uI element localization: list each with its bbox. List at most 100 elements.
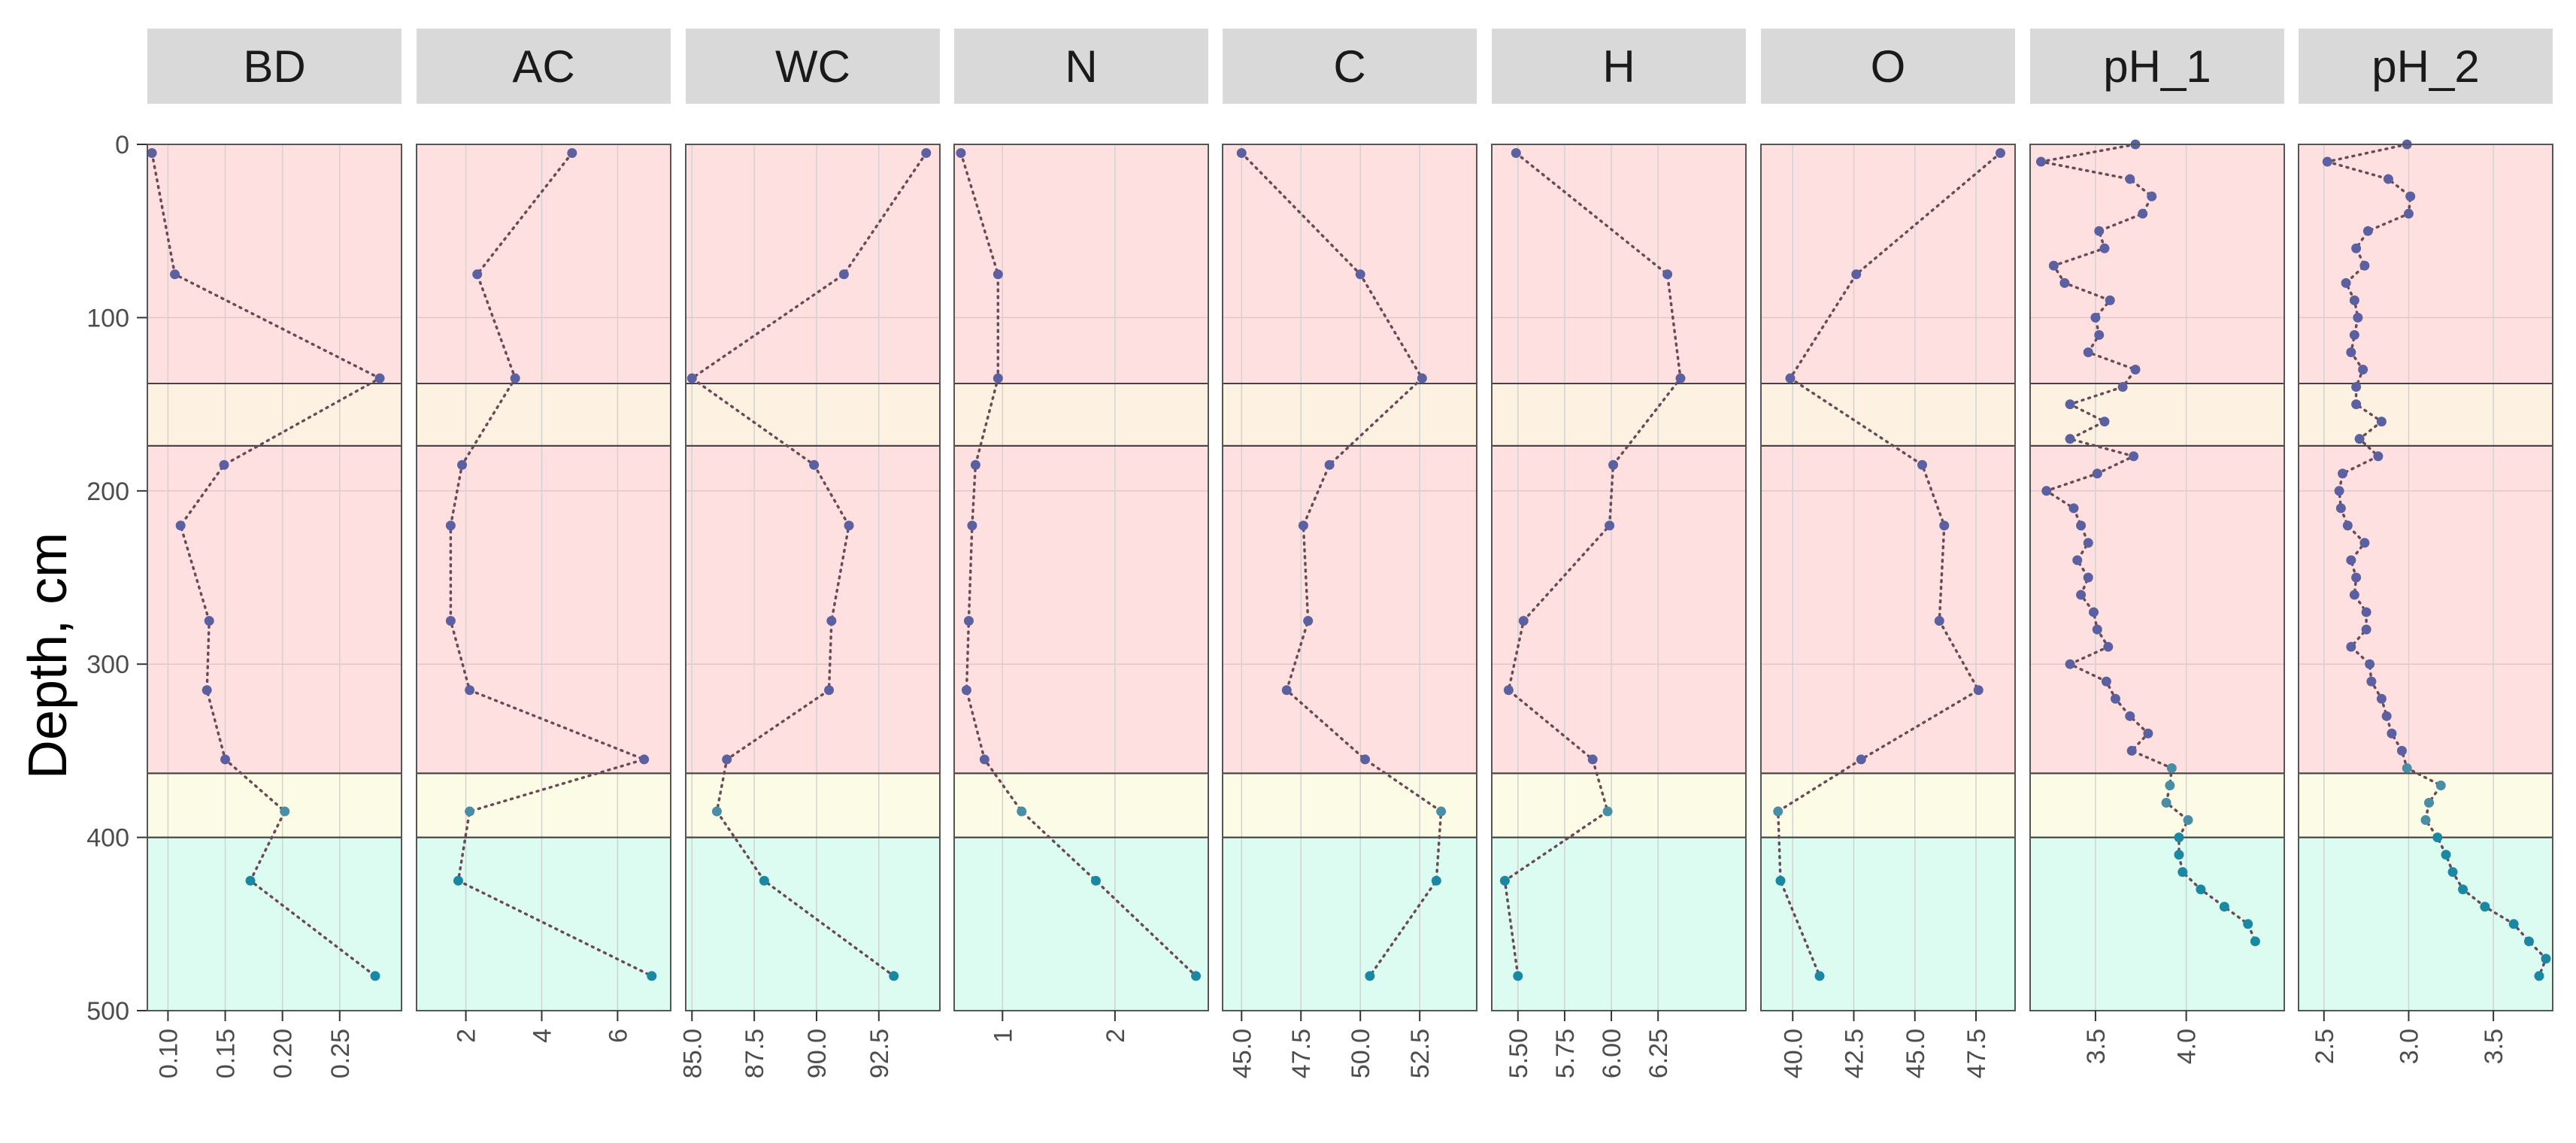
data-point	[838, 269, 849, 280]
y-tick-label: 400	[86, 824, 129, 853]
data-point	[2166, 763, 2177, 773]
zone-band	[1223, 837, 1477, 1011]
data-point	[2117, 382, 2128, 393]
data-point	[2099, 243, 2110, 253]
facet-panel-ph-2: pH_2 2.5 3.0 3.5	[2298, 29, 2553, 1064]
panel-border	[1222, 144, 1477, 1011]
data-point	[2250, 936, 2260, 947]
panel-border	[1491, 144, 1747, 1011]
facet-strip-label: AC	[512, 41, 574, 92]
zone-band	[686, 445, 940, 774]
data-point	[824, 685, 835, 696]
data-point	[2358, 365, 2368, 375]
y-tick-label: 200	[86, 478, 129, 506]
data-point	[1355, 269, 1365, 280]
series-line	[689, 151, 928, 978]
panel-border	[2029, 144, 2285, 1011]
data-point	[445, 520, 456, 531]
data-point	[2138, 208, 2148, 219]
data-point	[2338, 468, 2348, 479]
data-point	[2351, 399, 2362, 410]
data-point	[2349, 295, 2359, 305]
data-point	[1856, 754, 1866, 765]
data-point	[826, 616, 837, 626]
zone-band	[417, 773, 671, 838]
data-point	[1785, 373, 1796, 384]
zone-band	[2030, 773, 2284, 838]
data-point	[2126, 745, 2137, 756]
data-point	[639, 754, 650, 765]
data-point	[2361, 607, 2371, 617]
zone-band	[686, 837, 940, 1011]
data-point	[2130, 365, 2141, 375]
zone-band	[954, 144, 1208, 384]
data-point	[2376, 693, 2387, 704]
data-point	[2396, 745, 2407, 756]
data-point	[2341, 277, 2351, 288]
facet-panel-h: H 5.50 5.75 6.00 6.25	[1491, 29, 1747, 1078]
data-point	[1281, 685, 1292, 696]
zone-band	[1223, 383, 1477, 446]
x-tick-label: 90.0	[803, 1029, 832, 1078]
zone-band	[1223, 445, 1477, 774]
data-point	[921, 148, 932, 159]
panel-border	[685, 144, 941, 1011]
data-point	[175, 520, 186, 531]
data-point	[1917, 459, 1927, 470]
data-point	[2508, 919, 2519, 929]
data-point	[2534, 971, 2544, 981]
data-point	[204, 616, 214, 626]
facet-strip	[954, 29, 1208, 104]
data-point	[1431, 875, 1441, 886]
zone-band	[1492, 445, 1746, 774]
data-point	[1996, 148, 2005, 159]
data-point	[2402, 763, 2412, 773]
data-point	[2147, 191, 2157, 202]
data-point	[2420, 815, 2431, 826]
data-point	[1360, 754, 1371, 765]
data-point	[2403, 208, 2414, 219]
data-point	[2405, 191, 2416, 202]
panel-border	[953, 144, 1209, 1011]
facet-strip-label: BD	[243, 41, 305, 92]
data-point	[2125, 174, 2135, 184]
panel-border	[416, 144, 671, 1011]
facet-panel-n: N 1 2	[953, 29, 1209, 1043]
data-point	[220, 754, 231, 765]
facet-strip-label: H	[1602, 41, 1635, 92]
data-point	[1814, 971, 1825, 981]
data-point	[2373, 451, 2384, 462]
zone-band	[2030, 144, 2284, 384]
zone-band	[686, 144, 940, 384]
data-point	[1417, 373, 1427, 384]
zone-band	[147, 837, 402, 1011]
data-point	[2346, 347, 2356, 357]
x-tick-label: 50.0	[1347, 1029, 1375, 1078]
data-point	[1236, 148, 1247, 159]
data-point	[2129, 451, 2139, 462]
data-point	[170, 269, 180, 280]
data-point	[2480, 902, 2490, 912]
data-point	[2361, 624, 2371, 635]
data-point	[2110, 693, 2120, 704]
data-point	[457, 459, 468, 470]
data-point	[2076, 520, 2087, 531]
zone-band	[954, 837, 1208, 1011]
data-point	[2083, 347, 2093, 357]
y-tick-label: 0	[115, 131, 129, 159]
data-point	[809, 459, 820, 470]
data-point	[889, 971, 899, 981]
data-point	[2351, 382, 2362, 393]
data-point	[219, 459, 229, 470]
data-point	[2365, 659, 2375, 669]
data-point	[2366, 676, 2377, 687]
data-point	[567, 148, 577, 159]
facet-panel-ph-1: pH_1 3.5 4.0	[2029, 29, 2285, 1064]
data-point	[1513, 971, 1523, 981]
data-point	[1298, 520, 1308, 531]
data-point	[1934, 616, 1944, 626]
data-point	[2099, 417, 2110, 427]
x-tick-label: 0.25	[326, 1029, 355, 1078]
x-tick-label: 2.5	[2311, 1029, 2339, 1064]
